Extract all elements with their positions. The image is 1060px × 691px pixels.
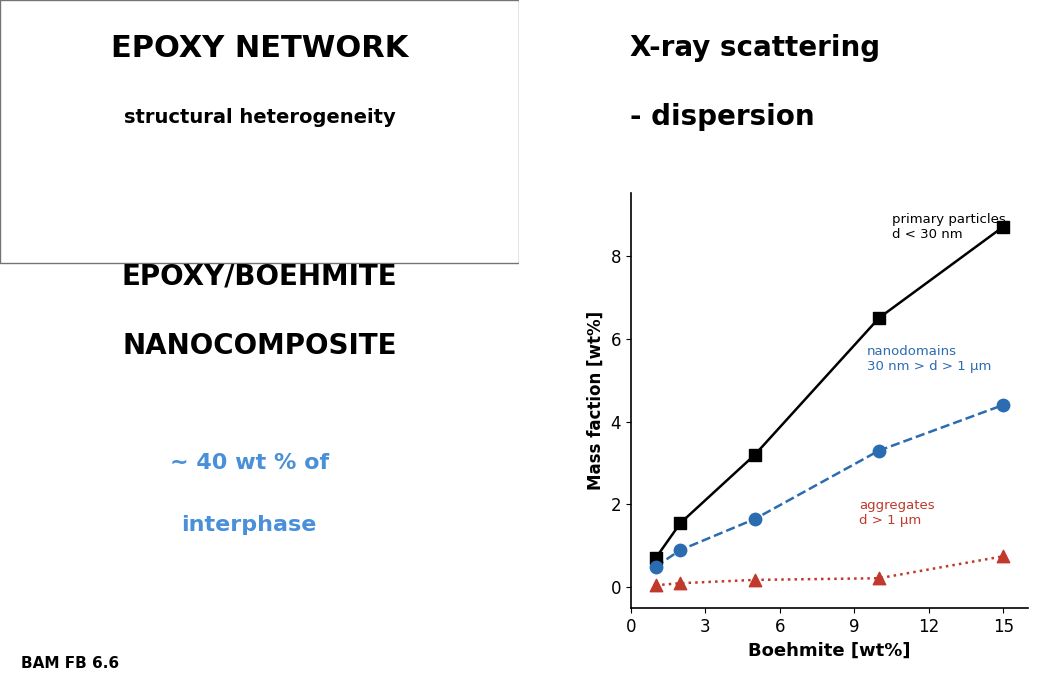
- Point: [995, 551, 1012, 562]
- Text: primary particles
d < 30 nm: primary particles d < 30 nm: [891, 213, 1005, 240]
- X-axis label: Boehmite [wt%]: Boehmite [wt%]: [748, 641, 911, 659]
- Point: [647, 561, 664, 572]
- Point: [870, 445, 887, 456]
- Point: [647, 580, 664, 591]
- Text: interphase: interphase: [181, 515, 317, 535]
- Text: structural heterogeneity: structural heterogeneity: [124, 108, 395, 127]
- Text: X-ray scattering: X-ray scattering: [630, 35, 880, 62]
- Point: [647, 553, 664, 564]
- Text: - dispersion: - dispersion: [630, 104, 814, 131]
- Point: [746, 513, 763, 524]
- Text: NANOCOMPOSITE: NANOCOMPOSITE: [123, 332, 396, 359]
- Text: aggregates
d > 1 μm: aggregates d > 1 μm: [860, 499, 935, 527]
- Point: [995, 221, 1012, 232]
- Text: EPOXY/BOEHMITE: EPOXY/BOEHMITE: [122, 263, 398, 290]
- Text: ~ 40 wt % of: ~ 40 wt % of: [170, 453, 329, 473]
- Text: nanodomains
30 nm > d > 1 μm: nanodomains 30 nm > d > 1 μm: [867, 346, 991, 373]
- Point: [746, 574, 763, 585]
- Point: [672, 518, 689, 529]
- Text: BAM FB 6.6: BAM FB 6.6: [21, 656, 119, 671]
- Point: [995, 399, 1012, 410]
- Point: [870, 312, 887, 323]
- Text: EPOXY NETWORK: EPOXY NETWORK: [111, 34, 408, 63]
- FancyBboxPatch shape: [0, 0, 519, 263]
- Y-axis label: Mass faction [wt%]: Mass faction [wt%]: [587, 311, 605, 491]
- Point: [870, 573, 887, 584]
- Point: [746, 449, 763, 460]
- Point: [672, 578, 689, 589]
- Point: [672, 545, 689, 556]
